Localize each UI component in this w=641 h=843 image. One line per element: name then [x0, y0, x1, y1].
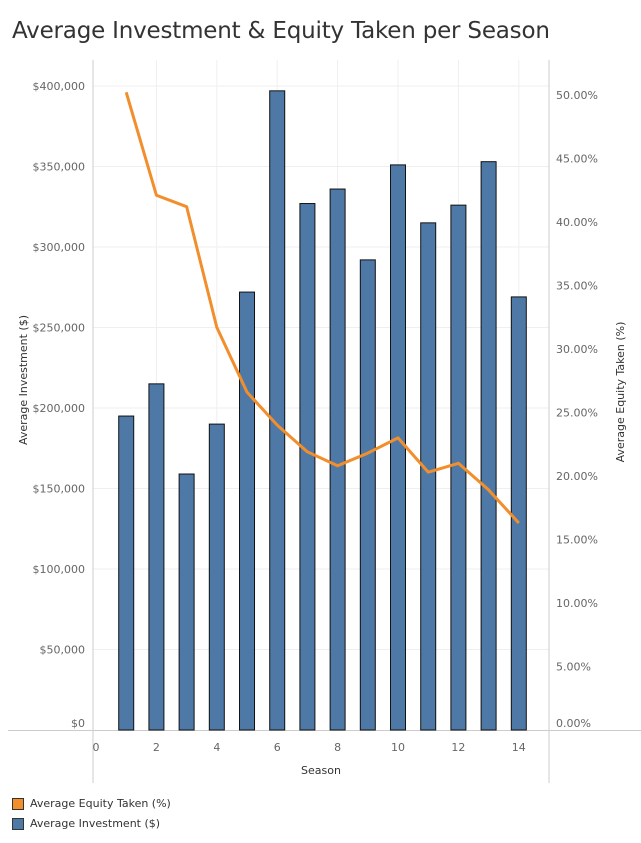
x-tick-label: 2	[153, 741, 160, 754]
bar-season-1	[118, 415, 135, 731]
y-right-tick-label: 25.00%	[556, 406, 598, 419]
bar-season-5	[239, 291, 256, 731]
bar-season-14	[510, 296, 527, 731]
chart-title: Average Investment & Equity Taken per Se…	[12, 18, 550, 44]
bar-season-4	[208, 423, 225, 731]
x-tick-label: 8	[334, 741, 341, 754]
x-tick-label: 0	[93, 741, 100, 754]
bar-season-2	[148, 383, 165, 731]
x-tick-label: 14	[512, 741, 526, 754]
y-right-tick-label: 50.00%	[556, 89, 598, 102]
bar-season-8	[329, 188, 346, 731]
bar-season-9	[359, 259, 376, 731]
legend-label: Average Investment ($)	[30, 817, 161, 830]
bar-season-3	[178, 473, 195, 731]
y-left-tick-label: $0	[71, 717, 85, 730]
bar-season-11	[420, 222, 437, 731]
x-tick-label: 4	[213, 741, 220, 754]
bar-season-10	[390, 164, 407, 731]
y-right-tick-label: 45.00%	[556, 152, 598, 165]
line-series	[124, 91, 520, 524]
tick-labels: $0 $50,000 $100,000 $150,000 $200,000 $250,00…	[33, 80, 598, 754]
y-left-tick-label: $100,000	[33, 563, 86, 576]
bar-season-6	[269, 90, 286, 731]
x-axis-title: Season	[301, 764, 341, 777]
bar-season-7	[299, 203, 316, 731]
y-left-tick-label: $200,000	[33, 402, 86, 415]
equity-line	[124, 91, 520, 524]
bar-season-13	[480, 161, 497, 731]
legend-item-investment[interactable]: Average Investment ($)	[12, 817, 160, 830]
legend-swatch-orange	[12, 797, 24, 810]
y-axis-left-title: Average Investment ($)	[17, 315, 30, 445]
y-left-tick-label: $50,000	[40, 644, 86, 657]
y-left-tick-label: $150,000	[33, 483, 86, 496]
y-right-tick-label: 40.00%	[556, 216, 598, 229]
bar-season-12	[450, 204, 467, 731]
x-tick-label: 6	[274, 741, 281, 754]
y-right-tick-label: 30.00%	[556, 343, 598, 356]
legend-label: Average Equity Taken (%)	[30, 797, 171, 810]
chart-frame	[8, 60, 641, 783]
y-left-tick-label: $300,000	[33, 241, 86, 254]
legend-item-equity[interactable]: Average Equity Taken (%)	[12, 797, 171, 810]
x-tick-label: 12	[451, 741, 465, 754]
y-left-tick-label: $250,000	[33, 322, 86, 335]
bar-series	[118, 90, 527, 731]
y-left-tick-label: $400,000	[33, 80, 86, 93]
y-right-tick-label: 15.00%	[556, 533, 598, 546]
y-right-tick-label: 0.00%	[556, 717, 591, 730]
y-left-tick-label: $350,000	[33, 161, 86, 174]
y-right-tick-label: 5.00%	[556, 660, 591, 673]
y-right-tick-label: 20.00%	[556, 470, 598, 483]
y-axis-right-title: Average Equity Taken (%)	[614, 322, 627, 463]
y-right-tick-label: 35.00%	[556, 279, 598, 292]
x-tick-label: 10	[391, 741, 405, 754]
y-right-tick-label: 10.00%	[556, 597, 598, 610]
legend-swatch-blue	[12, 817, 24, 830]
